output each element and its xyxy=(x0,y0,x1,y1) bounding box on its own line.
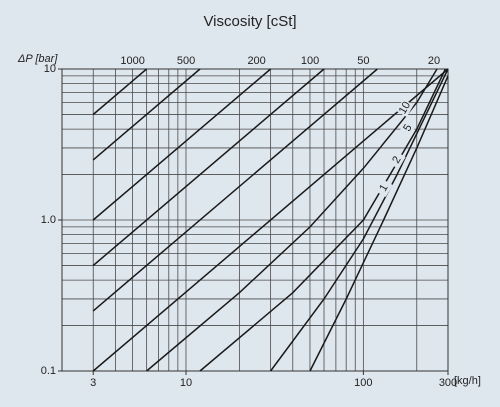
series-line xyxy=(92,68,378,312)
series-line xyxy=(92,68,272,221)
series-line xyxy=(92,68,449,372)
y-tick-label: 1.0 xyxy=(41,214,56,226)
x-tick-label: 3 xyxy=(90,377,96,389)
series-label: 1 xyxy=(377,182,390,193)
x-axis-label: [kg/h] xyxy=(454,375,481,387)
series-label: 20 xyxy=(428,55,440,67)
series-line xyxy=(92,68,148,116)
x-tick-label: 100 xyxy=(354,377,372,389)
series-line xyxy=(146,68,438,372)
series-label: 2 xyxy=(390,154,403,165)
series-label: 1000 xyxy=(120,55,144,67)
series-label: 50 xyxy=(357,55,369,67)
series-label: 500 xyxy=(177,55,195,67)
x-tick-label: 300 xyxy=(439,377,457,389)
series-line xyxy=(269,68,449,372)
x-tick-label: 10 xyxy=(180,377,192,389)
series-label: 10 xyxy=(397,100,414,117)
series-label: 100 xyxy=(301,55,319,67)
label-backdrop xyxy=(388,150,406,170)
series-line xyxy=(309,75,449,372)
series-line xyxy=(199,68,447,372)
series-label: 200 xyxy=(247,55,265,67)
y-axis-label: ΔP [bar] xyxy=(17,53,58,65)
series-label: 5 xyxy=(401,122,414,133)
label-backdrop xyxy=(375,178,393,198)
y-tick-label: 10 xyxy=(44,63,56,75)
series-line xyxy=(92,68,201,161)
y-tick-label: 0.1 xyxy=(41,365,56,377)
series-line xyxy=(92,68,325,267)
chart-title: Viscosity [cSt] xyxy=(203,13,296,30)
label-backdrop xyxy=(399,118,417,138)
label-backdrop xyxy=(396,98,414,118)
